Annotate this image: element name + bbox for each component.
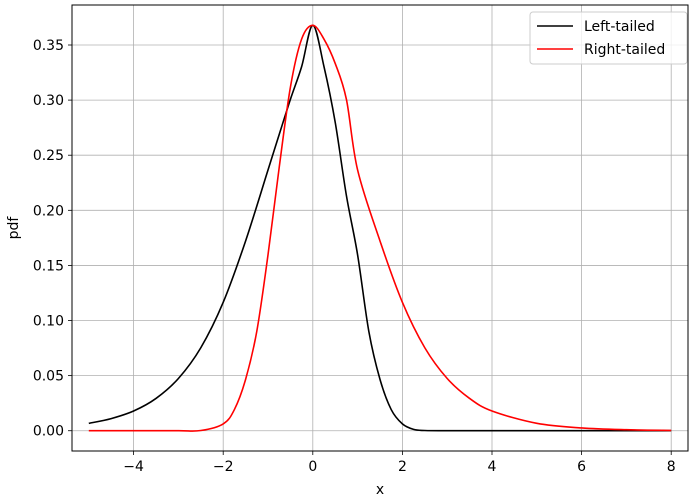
- legend-box: [529, 11, 688, 65]
- ticks: −4 −2 0 2 4 6 8 0.00 0.05 0.10 0.15 0.20 0.25 0.30 0.3…: [33, 38, 676, 475]
- x-tick-label: −4: [123, 459, 144, 475]
- x-tick-label: 6: [577, 459, 586, 475]
- series-line-left-tailed: [88, 24, 672, 432]
- y-axis-label: pdf: [6, 216, 22, 240]
- legend-label-right-tailed: Right-tailed: [584, 42, 665, 58]
- legend: Left-tailed Right-tailed: [529, 11, 688, 65]
- y-tick-label: 0.00: [33, 424, 64, 440]
- y-tick-label: 0.25: [33, 148, 64, 164]
- x-tick-label: 2: [398, 459, 407, 475]
- x-axis-label: x: [376, 482, 384, 498]
- y-tick-label: 0.35: [33, 38, 64, 54]
- x-tick-label: −2: [213, 459, 234, 475]
- series-layer: [88, 24, 672, 432]
- y-tick-label: 0.05: [33, 369, 64, 385]
- legend-label-left-tailed: Left-tailed: [584, 19, 655, 35]
- y-tick-label: 0.10: [33, 314, 64, 330]
- series-line-right-tailed: [88, 24, 672, 432]
- y-tick-label: 0.15: [33, 258, 64, 274]
- grid: [72, 5, 688, 451]
- x-tick-label: 0: [308, 459, 317, 475]
- y-tick-label: 0.20: [33, 203, 64, 219]
- plot-frame: [71, 4, 689, 452]
- x-tick-label: 4: [488, 459, 497, 475]
- x-tick-label: 8: [667, 459, 676, 475]
- y-tick-label: 0.30: [33, 93, 64, 109]
